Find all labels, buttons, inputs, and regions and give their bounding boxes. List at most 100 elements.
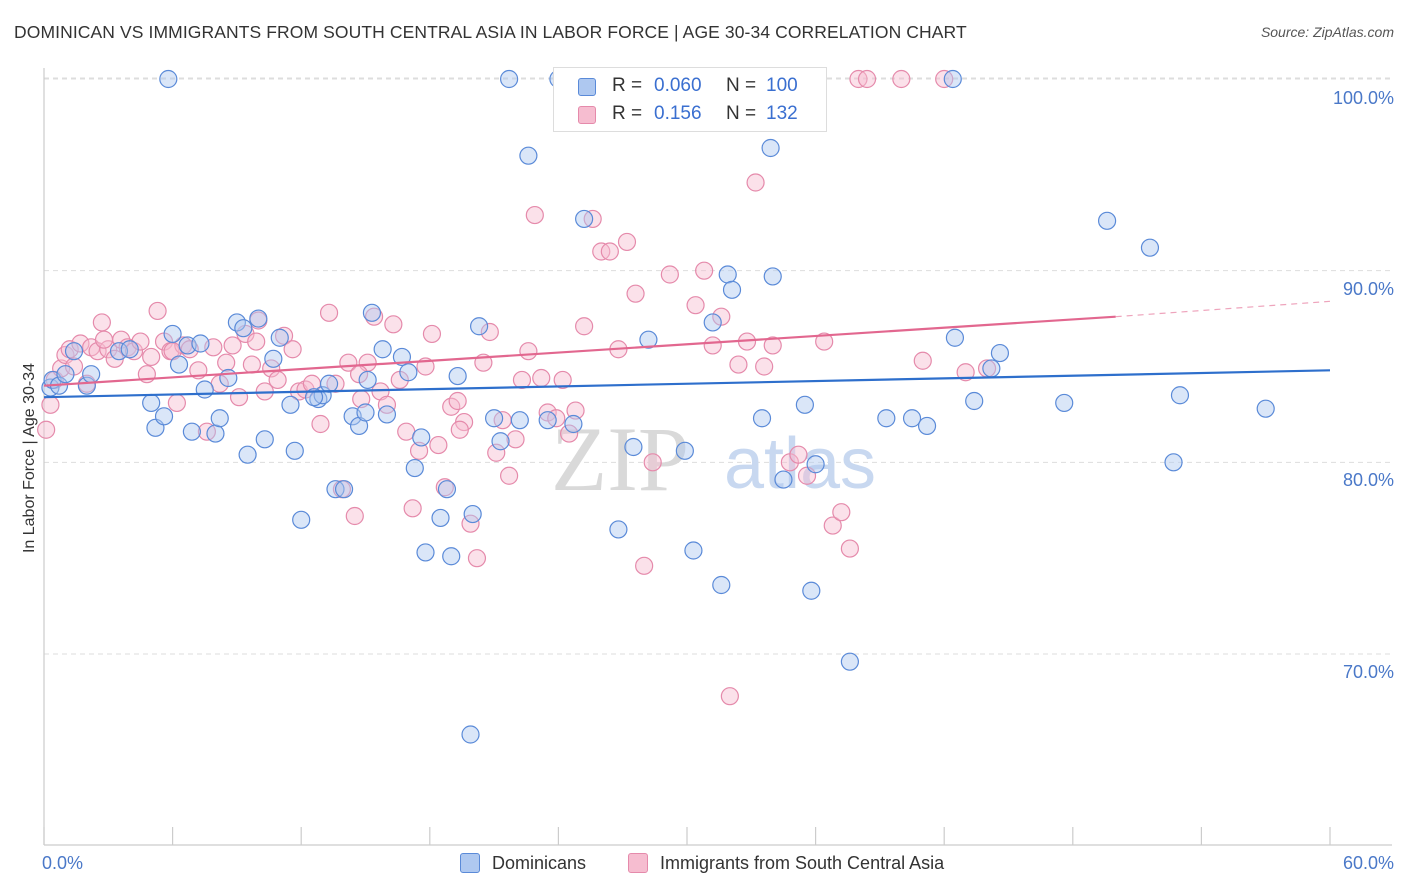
legend-r-key: R =: [612, 75, 643, 96]
point-dominicans: [362, 303, 382, 322]
legend-r-value: 0.156: [654, 103, 702, 124]
point-dominicans: [373, 340, 392, 359]
point-dominicans: [609, 520, 628, 539]
point-immigrants: [626, 284, 645, 303]
point-dominicans: [219, 368, 238, 388]
point-dominicans: [463, 504, 482, 524]
point-dominicans: [469, 317, 489, 336]
legend-r-value: 0.060: [654, 75, 702, 96]
point-immigrants: [635, 556, 654, 575]
point-dominicans: [564, 414, 583, 434]
point-dominicans: [319, 374, 339, 393]
point-dominicans: [210, 409, 229, 428]
point-dominicans: [191, 334, 210, 353]
point-dominicans: [431, 508, 450, 528]
point-dominicans: [1055, 393, 1074, 413]
point-immigrants: [345, 506, 364, 526]
point-immigrants: [660, 265, 679, 284]
point-dominicans: [120, 340, 139, 359]
point-immigrants: [148, 301, 167, 321]
legend-row-dominicans: R = 0.060 N = 100: [554, 72, 826, 100]
point-immigrants: [167, 393, 186, 413]
point-immigrants: [763, 336, 782, 355]
point-dominicans: [519, 146, 538, 165]
point-immigrants: [512, 370, 532, 390]
point-immigrants: [429, 435, 448, 455]
point-dominicans: [990, 343, 1010, 363]
point-immigrants: [720, 687, 739, 706]
point-immigrants: [480, 322, 499, 342]
point-dominicans: [234, 319, 253, 338]
point-dominicans: [943, 69, 962, 89]
point-dominicans: [77, 376, 96, 395]
point-immigrants: [729, 355, 748, 374]
y-tick-70: 70.0%: [1342, 662, 1394, 682]
trend-line-immigrants: [43, 315, 1116, 387]
point-dominicans: [945, 328, 965, 347]
point-dominicans: [437, 480, 457, 499]
point-immigrants: [789, 445, 808, 464]
point-immigrants: [311, 414, 330, 434]
point-immigrants: [857, 69, 877, 89]
point-dominicans: [334, 480, 354, 499]
legend-swatch-dominicans: [460, 853, 480, 873]
source-label: Source: ZipAtlas.com: [1260, 24, 1394, 40]
point-immigrants: [746, 173, 765, 192]
point-dominicans: [1164, 453, 1183, 472]
point-dominicans: [538, 411, 557, 430]
point-immigrants: [223, 336, 242, 355]
point-dominicans: [154, 407, 174, 426]
point-dominicans: [795, 395, 814, 414]
point-immigrants: [229, 388, 249, 407]
point-immigrants: [403, 499, 422, 518]
point-dominicans: [802, 581, 821, 600]
point-dominicans: [264, 349, 283, 368]
point-immigrants: [422, 324, 442, 344]
point-dominicans: [255, 430, 274, 449]
point-immigrants: [519, 342, 538, 361]
point-immigrants: [956, 363, 975, 382]
point-dominicans: [377, 405, 397, 424]
chart-title: DOMINICAN VS IMMIGRANTS FROM SOUTH CENTR…: [14, 22, 967, 42]
point-immigrants: [506, 430, 525, 449]
point-immigrants: [892, 69, 911, 89]
point-dominicans: [304, 388, 324, 407]
point-dominicans: [722, 280, 742, 299]
point-dominicans: [485, 409, 504, 428]
point-immigrants: [525, 205, 544, 225]
point-dominicans: [624, 437, 643, 457]
point-immigrants: [815, 332, 834, 351]
y-axis-label: In Labor Force | Age 30-34: [21, 362, 38, 554]
point-immigrants: [448, 391, 467, 411]
point-dominicans: [281, 395, 300, 414]
trend-lines: [43, 300, 1331, 399]
point-dominicans: [712, 575, 731, 595]
point-immigrants: [913, 351, 932, 370]
point-dominicans: [56, 365, 75, 384]
point-immigrants: [283, 340, 302, 359]
point-immigrants: [92, 313, 111, 332]
point-dominicans: [356, 403, 375, 422]
point-dominicans: [982, 359, 1001, 378]
y-tick-100: 100.0%: [1332, 88, 1394, 108]
point-immigrants: [37, 420, 56, 439]
point-dominicans: [292, 510, 311, 529]
point-immigrants: [617, 232, 637, 252]
point-immigrants: [242, 355, 262, 374]
point-dominicans: [575, 209, 594, 229]
watermark: ZIP atlas: [551, 408, 876, 510]
point-immigrants: [409, 441, 429, 460]
y-tick-90: 90.0%: [1342, 279, 1394, 299]
x-tick-min: 0.0%: [42, 853, 84, 873]
point-immigrants: [467, 549, 487, 568]
point-dominicans: [412, 428, 431, 447]
trend-line-immigrants-extension: [1115, 300, 1331, 318]
point-dominicans: [763, 267, 782, 286]
point-dominicans: [405, 458, 424, 478]
point-dominicans: [238, 445, 257, 464]
point-dominicans: [491, 432, 510, 451]
point-dominicans: [82, 365, 101, 384]
legend-swatch-pink: [578, 106, 596, 124]
point-immigrants: [41, 395, 60, 414]
